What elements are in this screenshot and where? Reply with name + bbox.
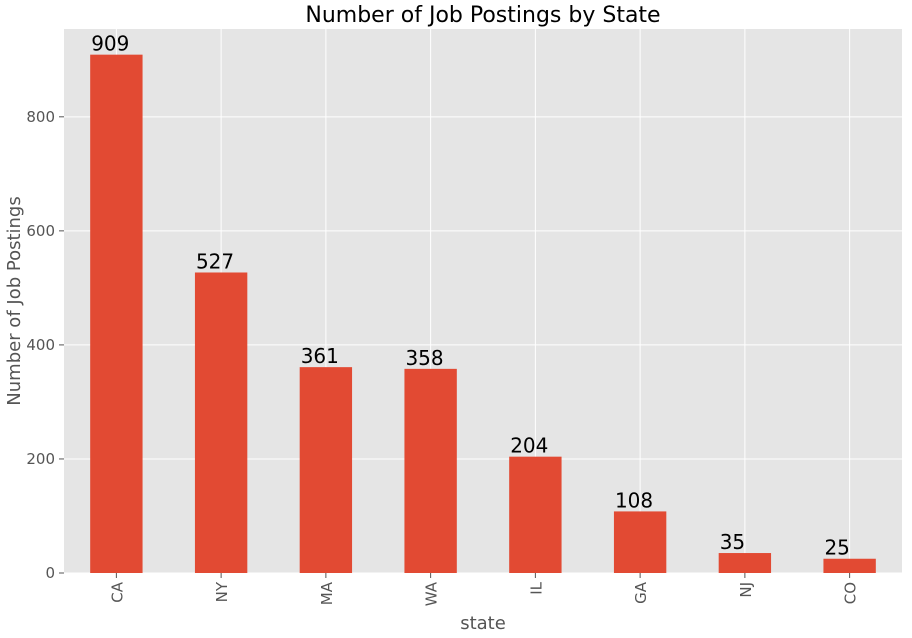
x-tick-label-ca: CA [108,581,126,602]
x-tick-label-il: IL [527,581,545,594]
x-tick-label-nj: NJ [737,582,755,598]
data-label-wa: 358 [405,346,443,370]
data-label-ma: 361 [301,344,339,368]
x-tick-label-ny: NY [213,581,231,602]
data-label-nj: 35 [720,530,745,554]
y-tick-label: 400 [26,336,55,354]
data-label-il: 204 [510,434,548,458]
y-tick-label: 800 [26,108,55,126]
bar-ca [90,54,143,573]
data-label-ny: 527 [196,249,234,273]
y-tick-label: 200 [26,450,55,468]
bar-nj [718,553,772,573]
bar-co [823,558,876,573]
bar-ga [613,511,667,573]
y-axis-label: Number of Job Postings [4,196,25,405]
bar-wa [404,368,457,573]
x-tick-label-co: CO [842,582,860,604]
x-tick-label-ga: GA [632,581,650,604]
x-axis-ticks: CA NY MA WA IL GA NJ CO [108,573,860,606]
x-tick-label-ma: MA [318,581,336,605]
data-label-co: 25 [824,536,849,560]
bars [90,54,876,573]
data-label-ga: 108 [615,488,653,512]
y-axis-ticks: 0 200 400 600 800 [26,108,64,582]
chart-title: Number of Job Postings by State [305,3,660,28]
bar-ny [194,272,248,573]
y-tick-label: 600 [26,222,55,240]
data-labels: 909 527 361 358 204 108 35 25 [91,32,850,560]
bar-ma [299,367,353,573]
x-tick-label-wa: WA [423,581,441,606]
x-axis-label: state [460,613,506,634]
plot-background [64,29,902,573]
y-tick-label: 0 [45,564,55,582]
bar-il [509,456,562,573]
data-label-ca: 909 [91,32,129,56]
